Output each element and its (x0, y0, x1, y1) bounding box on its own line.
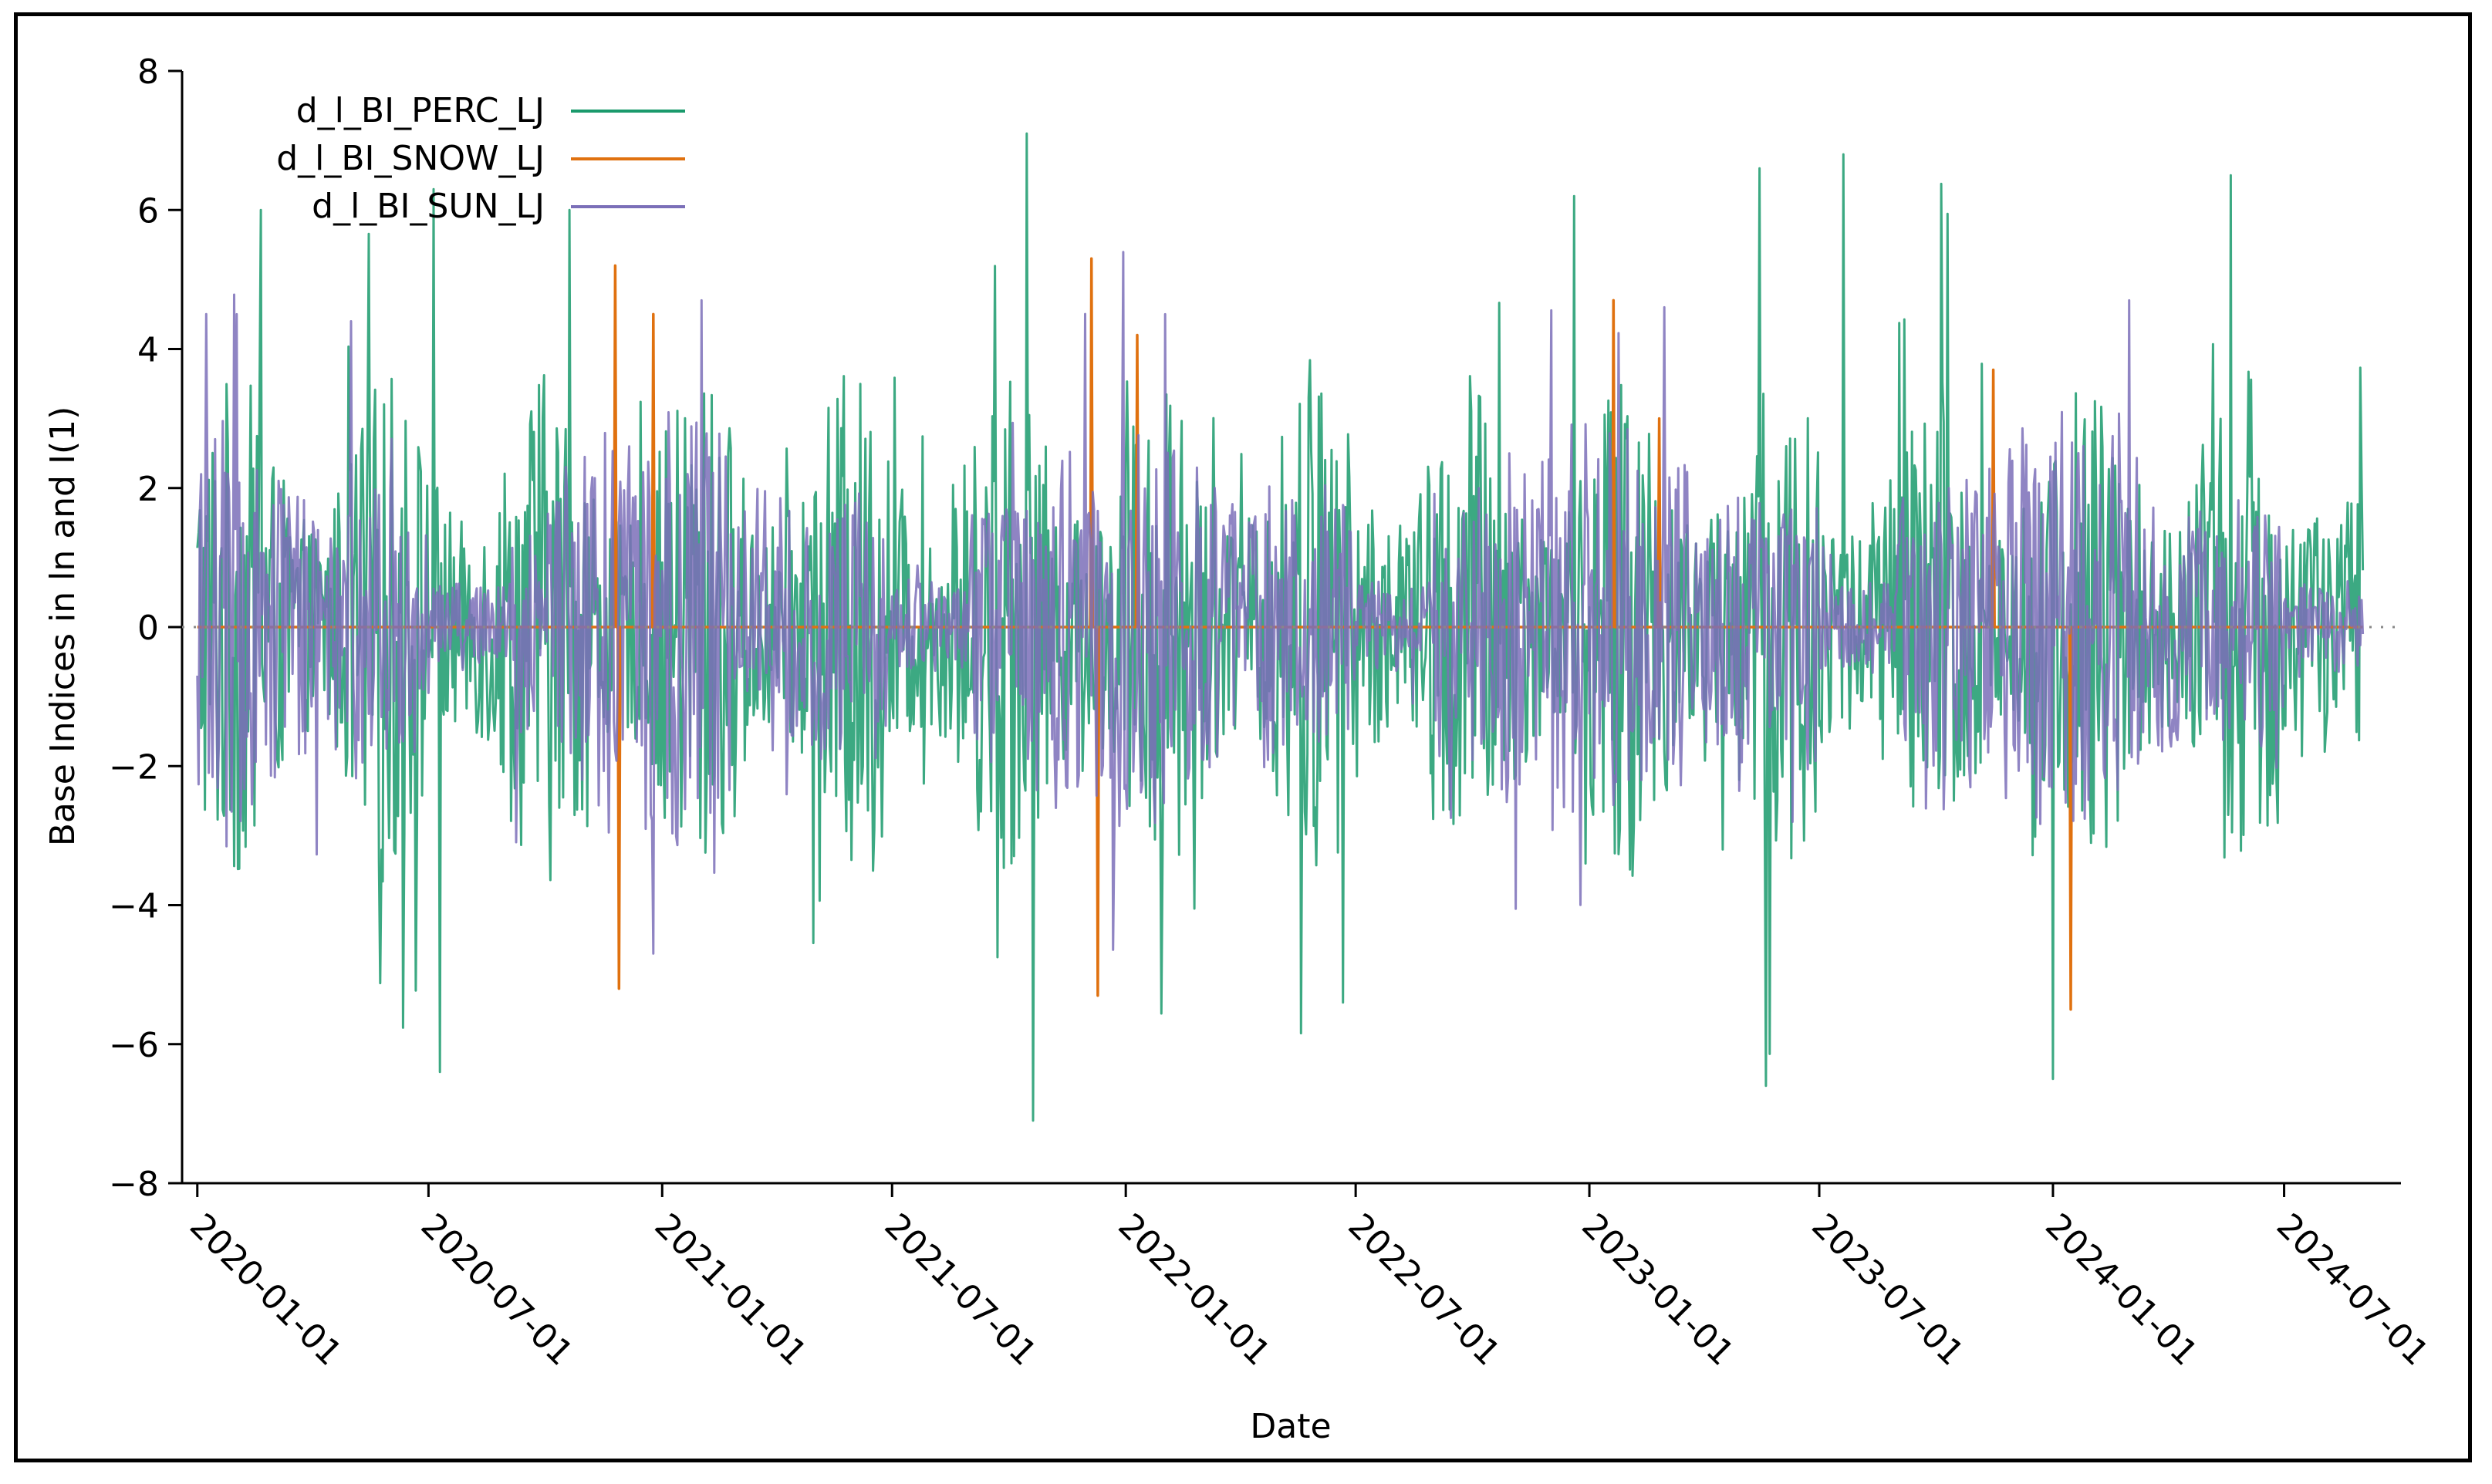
x-tick-label: 2021-07-01 (876, 1206, 1044, 1374)
x-tick-label: 2023-07-01 (1804, 1206, 1971, 1374)
x-tick-label: 2023-01-01 (1574, 1206, 1741, 1374)
x-axis-label: Date (1250, 1407, 1331, 1446)
y-axis-label: Base Indices in ln and I(1) (43, 406, 83, 847)
y-tick-label: 6 (137, 191, 159, 231)
y-tick-label: 8 (137, 52, 159, 92)
plot-lines (196, 132, 2365, 1122)
legend-label: d_l_BI_PERC_LJ (296, 91, 545, 130)
legend-label: d_l_BI_SNOW_LJ (276, 139, 545, 178)
x-tick-label: 2020-07-01 (414, 1206, 581, 1374)
y-tick-label: −4 (109, 887, 159, 926)
x-tick-label: 2021-01-01 (647, 1206, 815, 1374)
y-tick-label: −8 (109, 1165, 159, 1204)
y-tick-label: 4 (137, 331, 159, 370)
x-tick-label: 2024-01-01 (2038, 1206, 2205, 1374)
series-line-d_l_BI_SUN_LJ (196, 251, 2365, 955)
y-tick-label: −6 (109, 1026, 159, 1065)
x-tick-label: 2022-07-01 (1340, 1206, 1508, 1374)
x-tick-label: 2024-07-01 (2269, 1206, 2436, 1374)
x-tick-label: 2022-01-01 (1110, 1206, 1278, 1374)
y-tick-label: 0 (137, 609, 159, 648)
y-tick-label: −2 (109, 747, 159, 787)
y-tick-label: 2 (137, 470, 159, 509)
legend: d_l_BI_PERC_LJ d_l_BI_SNOW_LJ d_l_BI_SUN_L… (276, 91, 685, 226)
x-tick-label: 2020-01-01 (182, 1206, 349, 1374)
legend-label: d_l_BI_SUN_LJ (312, 187, 545, 226)
